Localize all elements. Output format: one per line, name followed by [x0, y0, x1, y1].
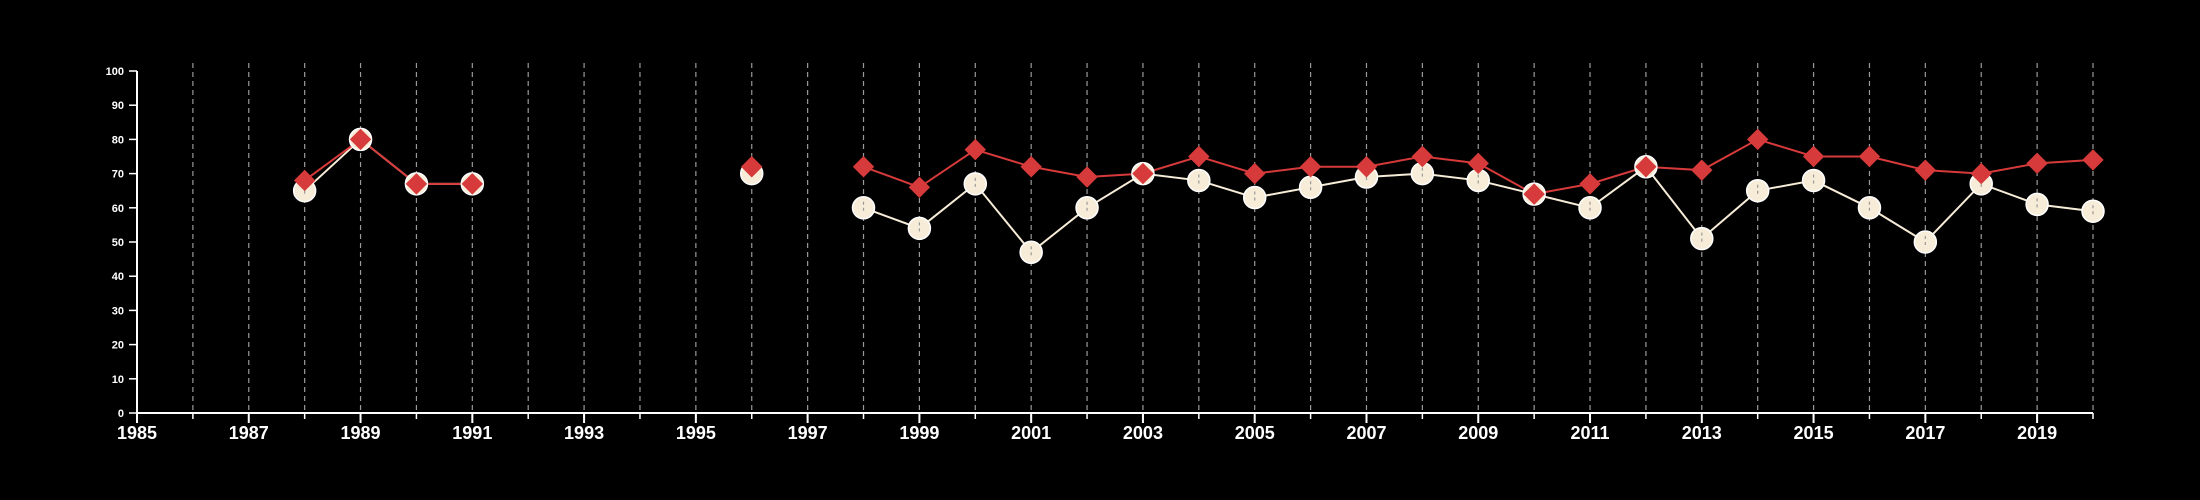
x-tick-label: 1993: [564, 423, 604, 443]
data-point-diamond: [293, 169, 316, 192]
data-point-diamond: [2082, 149, 2104, 171]
y-tick-label: 90: [112, 100, 124, 112]
x-tick-label: 2001: [1011, 423, 1051, 443]
x-tick-label: 2019: [2017, 423, 2057, 443]
data-point-diamond: [349, 128, 372, 151]
data-point-diamond: [852, 156, 875, 178]
y-tick-label: 60: [112, 203, 124, 215]
data-point-diamond: [1244, 162, 1266, 185]
data-point-diamond: [741, 156, 763, 178]
x-tick-label: 1999: [899, 423, 939, 443]
data-point-diamond: [1691, 159, 1713, 181]
data-point-diamond: [1579, 173, 1601, 195]
y-tick-label: 100: [106, 66, 124, 78]
data-markers: [292, 127, 2105, 265]
series-line: [304, 138, 473, 185]
data-point-diamond: [1076, 166, 1098, 188]
x-tick-label: 2005: [1235, 423, 1275, 443]
x-tick-label: 2017: [1905, 423, 1945, 443]
x-tick-label: 2003: [1123, 423, 1163, 443]
data-point-diamond: [1020, 156, 1042, 178]
x-tick-label: 2013: [1682, 423, 1722, 443]
data-point-diamond: [1188, 145, 1210, 168]
data-point-diamond: [1746, 128, 1769, 151]
y-tick-label: 10: [112, 374, 124, 386]
x-tick-label: 1985: [117, 423, 157, 443]
x-tick-label: 1997: [788, 423, 828, 443]
data-point-diamond: [461, 173, 484, 195]
x-tick-label: 1991: [452, 423, 492, 443]
data-point-diamond: [405, 173, 428, 195]
data-point-diamond: [1970, 162, 1992, 185]
y-tick-label: 40: [112, 271, 124, 283]
y-tick-label: 30: [112, 305, 124, 317]
data-point-diamond: [1411, 145, 1434, 168]
x-tick-label: 2009: [1458, 423, 1498, 443]
data-point-diamond: [908, 176, 931, 198]
data-point-diamond: [1914, 159, 1937, 181]
y-tick-label: 70: [112, 169, 124, 181]
data-point-diamond: [964, 138, 986, 161]
gridlines: [192, 63, 2094, 413]
data-point-diamond: [2026, 152, 2048, 175]
x-tick-label: 2007: [1346, 423, 1386, 443]
x-tick-label: 1989: [341, 423, 381, 443]
x-tick-label: 1995: [676, 423, 716, 443]
data-point-diamond: [1355, 156, 1378, 178]
data-point-diamond: [1523, 183, 1545, 205]
data-point-diamond: [1802, 145, 1825, 168]
x-tick-label: 1987: [229, 423, 269, 443]
x-tick-label: 2011: [1570, 423, 1609, 443]
y-tick-label: 0: [118, 408, 124, 420]
x-tick-label: 2015: [1794, 423, 1834, 443]
y-tick-label: 50: [112, 237, 124, 249]
data-point-diamond: [1858, 145, 1881, 168]
data-point-diamond: [1635, 156, 1657, 178]
y-tick-label: 80: [112, 134, 124, 146]
data-point-diamond: [1467, 152, 1489, 175]
data-point-diamond: [1132, 162, 1154, 185]
data-point-diamond: [1299, 156, 1322, 178]
y-tick-label: 20: [112, 340, 124, 352]
axes: 0 10 20 30 40 50 60 70 80 90 100 1985 1987 1989 1991 19…: [106, 66, 2094, 443]
